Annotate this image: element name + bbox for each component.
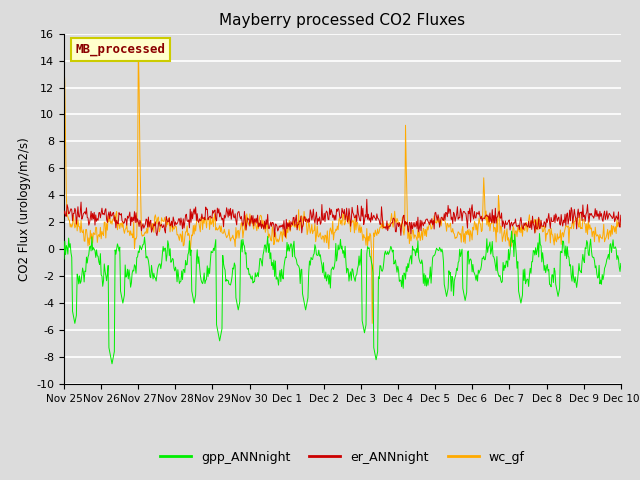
Y-axis label: CO2 Flux (urology/m2/s): CO2 Flux (urology/m2/s) <box>18 137 31 281</box>
Title: Mayberry processed CO2 Fluxes: Mayberry processed CO2 Fluxes <box>220 13 465 28</box>
Legend: gpp_ANNnight, er_ANNnight, wc_gf: gpp_ANNnight, er_ANNnight, wc_gf <box>155 446 530 469</box>
Text: MB_processed: MB_processed <box>75 43 165 56</box>
